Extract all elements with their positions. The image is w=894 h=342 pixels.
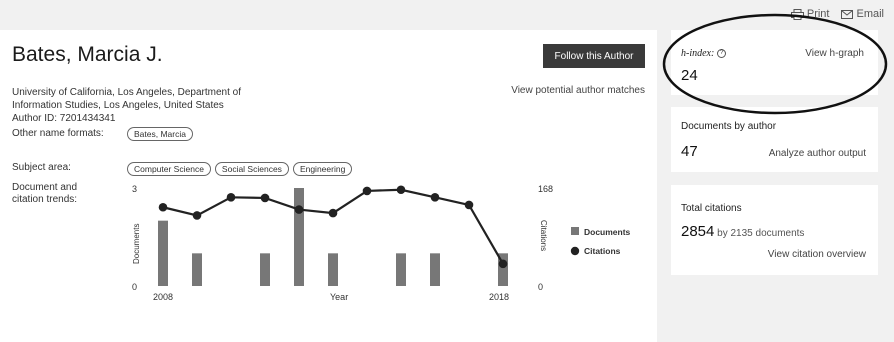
x-axis-label: Year — [330, 292, 348, 302]
follow-author-button[interactable]: Follow this Author — [543, 44, 645, 68]
view-hgraph-link[interactable]: View h-graph — [805, 48, 864, 59]
trends-label: Document and citation trends: — [12, 182, 112, 206]
author-details-card: Bates, Marcia J. Follow this Author View… — [0, 30, 657, 342]
subject-pill-social-sciences[interactable]: Social Sciences — [214, 162, 289, 176]
citations-point — [498, 259, 508, 269]
potential-matches-link[interactable]: View potential author matches — [511, 85, 645, 96]
affiliation-line-1: University of California, Los Angeles, D… — [12, 87, 241, 98]
x-axis-tick-end: 2018 — [489, 292, 509, 302]
analyze-output-link[interactable]: Analyze author output — [768, 148, 866, 159]
documents-card: Documents by author 47 Analyze author ou… — [671, 107, 878, 172]
other-names-label: Other name formats: — [12, 128, 104, 139]
citations-point — [192, 211, 202, 220]
documents-bar — [158, 220, 168, 286]
documents-count: 47 — [681, 143, 698, 160]
documents-bar — [260, 253, 270, 286]
citations-point — [294, 205, 304, 214]
hindex-card: h-index: ? View h-graph 24 — [671, 30, 878, 95]
trends-label-line-2: citation trends: — [12, 194, 78, 205]
subject-pill-engineering[interactable]: Engineering — [292, 162, 353, 176]
trends-label-line-1: Document and — [12, 182, 78, 193]
citations-title: Total citations — [681, 203, 742, 214]
citations-by-documents: by 2135 documents — [717, 228, 805, 239]
documents-bar — [192, 253, 202, 286]
subject-pills: Computer Science Social Sciences Enginee… — [127, 162, 353, 176]
legend-citations-label: Citations — [584, 246, 621, 256]
citation-overview-link[interactable]: View citation overview — [767, 249, 866, 260]
citations-point — [226, 193, 236, 202]
affiliation: University of California, Los Angeles, D… — [12, 86, 302, 125]
legend-documents-label: Documents — [584, 227, 631, 237]
citations-point — [464, 200, 474, 210]
citations-line: 2854 by 2135 documents — [681, 223, 804, 240]
author-id: Author ID: 7201434341 — [12, 113, 116, 124]
right-axis-tick-min: 0 — [538, 282, 543, 292]
citations-card: Total citations 2854 by 2135 documents V… — [671, 185, 878, 275]
hindex-value: 24 — [681, 67, 698, 84]
print-link[interactable]: Print — [790, 8, 830, 20]
help-icon[interactable]: ? — [717, 49, 727, 58]
documents-bar — [498, 253, 508, 286]
citations-point — [158, 202, 168, 212]
citations-point — [430, 193, 440, 202]
print-label: Print — [806, 8, 830, 20]
citations-point — [328, 208, 338, 218]
subject-pill-computer-science[interactable]: Computer Science — [127, 162, 211, 176]
left-axis-tick-min: 0 — [132, 282, 137, 292]
right-axis-label: Citations — [539, 220, 548, 251]
left-axis-tick-max: 3 — [132, 184, 137, 194]
documents-title: Documents by author — [681, 121, 777, 132]
legend-citations-swatch — [570, 246, 580, 256]
citations-count: 2854 — [681, 223, 715, 240]
documents-bar — [396, 253, 406, 286]
citations-line — [162, 188, 504, 265]
legend-documents-swatch — [571, 227, 579, 235]
printer-icon — [790, 8, 804, 20]
author-name: Bates, Marcia J. — [12, 43, 163, 66]
hindex-label-text: h-index: — [681, 48, 715, 59]
documents-bar — [430, 253, 440, 286]
email-link[interactable]: Email — [841, 8, 884, 20]
citations-point — [362, 186, 372, 196]
citations-point — [260, 193, 270, 203]
x-axis-tick-start: 2008 — [153, 292, 173, 302]
document-citation-chart: 3 0 168 0 2008 2018 Year Documents Citations Docu… — [132, 184, 631, 302]
top-actions: Print Email — [790, 8, 884, 20]
hindex-label: h-index: ? — [681, 48, 727, 59]
documents-bar — [328, 253, 338, 286]
citations-point — [396, 185, 406, 195]
affiliation-line-2: Information Studies, Los Angeles, United… — [12, 100, 224, 111]
subject-area-label: Subject area: — [12, 162, 71, 173]
right-axis-tick-max: 168 — [538, 184, 553, 194]
left-axis-label: Documents — [132, 224, 141, 264]
email-label: Email — [856, 8, 884, 20]
envelope-icon — [841, 9, 854, 19]
other-name-pill[interactable]: Bates, Marcia — [127, 127, 193, 141]
documents-bar — [294, 188, 304, 286]
